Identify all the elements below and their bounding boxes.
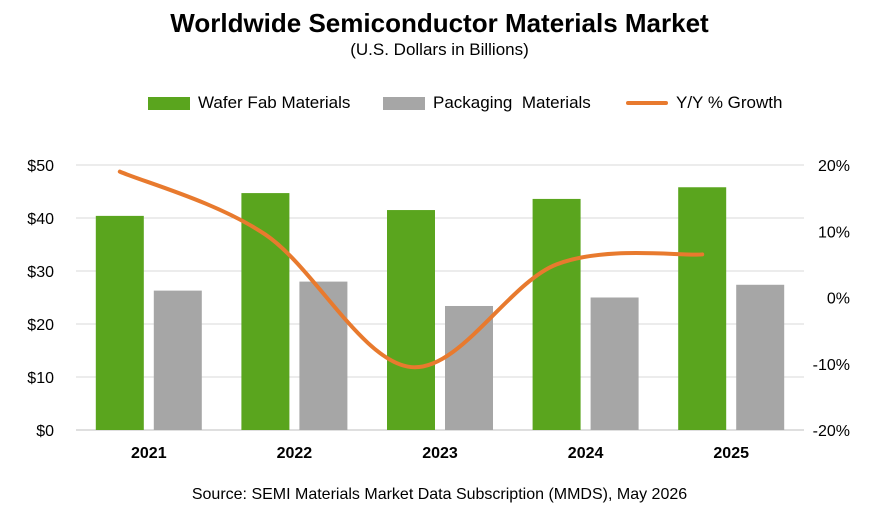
- bar-packaging: [736, 284, 785, 430]
- legend-label-growth: Y/Y % Growth: [676, 93, 783, 112]
- right-axis-tick-label: 20%: [818, 158, 850, 175]
- legend-item-growth: Y/Y % Growth: [626, 93, 782, 113]
- bar-wafer-fab: [387, 210, 435, 430]
- x-axis-tick-label: 2021: [131, 445, 167, 462]
- chart-source-note: Source: SEMI Materials Market Data Subsc…: [191, 486, 688, 503]
- left-axis-tick-label: $40: [27, 211, 54, 228]
- bar-packaging: [299, 281, 348, 430]
- chart-title: Worldwide Semiconductor Materials Market: [170, 8, 709, 38]
- bar-packaging: [590, 297, 639, 430]
- x-axis-tick-label: 2025: [713, 445, 749, 462]
- left-axis-tick-label: $50: [27, 158, 54, 175]
- x-axis-tick-label: 2023: [422, 445, 458, 462]
- x-axis-tick-label: 2022: [277, 445, 313, 462]
- bar-wafer-fab: [678, 187, 727, 430]
- legend-swatch-wafer-fab: [148, 96, 190, 110]
- left-axis-tick-label: $0: [36, 423, 54, 440]
- bar-wafer-fab: [95, 215, 144, 430]
- right-axis-tick-label: -10%: [813, 357, 850, 374]
- legend-item-wafer-fab: Wafer Fab Materials: [148, 93, 350, 113]
- right-axis-tick-label: -20%: [813, 423, 850, 440]
- legend-label-wafer-fab: Wafer Fab Materials: [198, 93, 351, 112]
- legend-item-packaging: Packaging Materials: [383, 93, 591, 113]
- left-axis-tick-label: $20: [27, 317, 54, 334]
- bar-wafer-fab: [532, 198, 581, 430]
- legend-label-packaging: Packaging Materials: [433, 93, 591, 112]
- bar-wafer-fab: [241, 193, 290, 430]
- bar-packaging: [153, 290, 202, 430]
- x-axis-tick-label: 2024: [568, 445, 604, 462]
- legend-swatch-packaging: [383, 96, 425, 110]
- right-axis-tick-label: 10%: [818, 224, 850, 241]
- legend-swatch-growth: [626, 101, 668, 105]
- legend: Wafer Fab Materials Packaging Materials …: [0, 93, 879, 121]
- right-axis-tick-label: 0%: [827, 291, 850, 308]
- left-axis-tick-label: $10: [27, 370, 54, 387]
- left-axis-tick-label: $30: [27, 264, 54, 281]
- chart-subtitle: (U.S. Dollars in Billions): [350, 40, 529, 59]
- bar-packaging: [445, 305, 493, 430]
